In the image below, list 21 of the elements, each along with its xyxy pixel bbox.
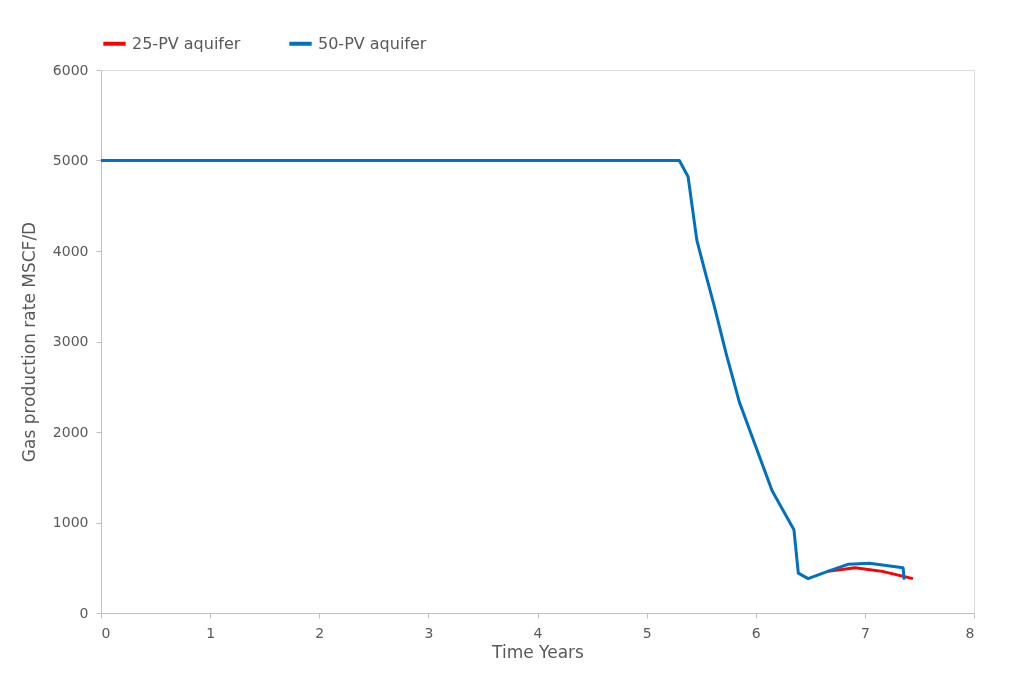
y-tick-label: 4000 — [52, 242, 89, 259]
x-tick-label: 1 — [206, 624, 216, 641]
y-tick-label: 2000 — [52, 423, 89, 440]
x-tick-label: 8 — [965, 624, 975, 641]
y-tick-label: 5000 — [52, 152, 89, 168]
y-tick-label: 1000 — [52, 514, 89, 530]
x-tick-label: 7 — [860, 624, 870, 641]
x-axis-title: Time Years — [491, 641, 585, 662]
legend-label: 50-PV aquifer — [318, 33, 427, 53]
legend-label: 25-PV aquifer — [132, 33, 241, 53]
x-tick-label: 2 — [315, 624, 325, 641]
y-tick-label: 3000 — [52, 333, 89, 349]
x-tick-label: 3 — [424, 624, 434, 641]
line-series — [99, 159, 906, 582]
x-tick-label: 0 — [101, 624, 111, 641]
y-tick-label: 6000 — [52, 61, 89, 78]
y-axis-title: Gas production rate MSCF/D — [18, 221, 39, 463]
x-tick-label: 4 — [533, 624, 543, 641]
x-tick-label: 5 — [642, 624, 652, 641]
x-tick-label: 6 — [751, 624, 761, 641]
y-tick-label: 0 — [79, 604, 89, 621]
